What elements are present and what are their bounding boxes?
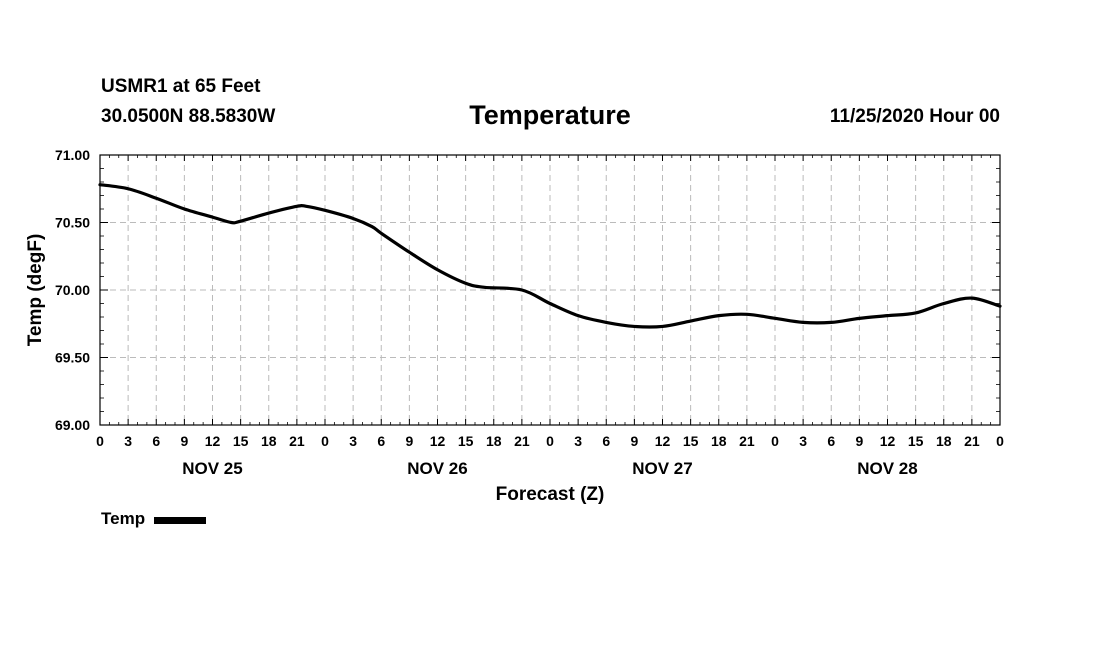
- x-tick-label: 6: [377, 433, 385, 449]
- x-tick-label: 21: [289, 433, 305, 449]
- x-tick-label: 9: [180, 433, 188, 449]
- x-tick-label: 18: [711, 433, 727, 449]
- x-tick-label: 0: [546, 433, 554, 449]
- x-tick-label: 15: [908, 433, 924, 449]
- x-tick-label: 9: [630, 433, 638, 449]
- x-axis-title: Forecast (Z): [496, 484, 605, 505]
- x-tick-label: 3: [799, 433, 807, 449]
- x-tick-label: 3: [349, 433, 357, 449]
- x-day-label: NOV 25: [182, 459, 242, 478]
- y-tick-label: 70.00: [55, 282, 90, 298]
- series-line-temp: [98, 183, 1002, 329]
- x-tick-label: 12: [655, 433, 671, 449]
- station-label: USMR1 at 65 Feet: [101, 76, 261, 97]
- y-axis-title: Temp (degF): [25, 234, 46, 347]
- grid-lines: [100, 155, 1000, 425]
- x-tick-label: 18: [261, 433, 277, 449]
- x-tick-label: 6: [827, 433, 835, 449]
- x-tick-label: 9: [405, 433, 413, 449]
- legend-label: Temp: [101, 509, 146, 528]
- x-tick-label: 12: [880, 433, 896, 449]
- x-tick-label: 0: [321, 433, 329, 449]
- x-tick-label: 15: [683, 433, 699, 449]
- axes: 0 3 6 9 12 15 18 21 0 3 6 9 12 15 18 21 0 3 6 9 12 15 18 21 0 3 6 9…: [55, 147, 1004, 478]
- x-day-label: NOV 26: [407, 459, 467, 478]
- x-tick-label: 21: [964, 433, 980, 449]
- y-tick-label: 71.00: [55, 147, 90, 163]
- x-tick-label: 12: [430, 433, 446, 449]
- y-tick-label: 69.00: [55, 417, 90, 433]
- x-tick-label: 21: [514, 433, 530, 449]
- x-tick-label: 6: [602, 433, 610, 449]
- x-tick-label: 18: [486, 433, 502, 449]
- x-tick-label: 12: [205, 433, 221, 449]
- station-coordinates: 30.0500N 88.5830W: [101, 106, 276, 127]
- x-tick-label: 6: [152, 433, 160, 449]
- chart-title: Temperature: [469, 100, 631, 130]
- x-tick-label: 0: [996, 433, 1004, 449]
- x-tick-label: 15: [458, 433, 474, 449]
- x-tick-label: 3: [574, 433, 582, 449]
- series-group: [98, 183, 1002, 329]
- x-day-label: NOV 27: [632, 459, 692, 478]
- y-tick-label: 70.50: [55, 215, 90, 231]
- x-tick-label: 3: [124, 433, 132, 449]
- forecast-issue-time: 11/25/2020 Hour 00: [829, 106, 1000, 127]
- legend-swatch: [154, 516, 207, 524]
- x-tick-label: 9: [855, 433, 863, 449]
- x-tick-label: 0: [96, 433, 104, 449]
- x-tick-label: 0: [771, 433, 779, 449]
- x-tick-label: 15: [233, 433, 249, 449]
- x-day-label: NOV 28: [857, 459, 917, 478]
- y-tick-label: 69.50: [55, 350, 90, 366]
- x-tick-label: 21: [739, 433, 755, 449]
- legend: Temp: [101, 509, 207, 529]
- x-tick-label: 18: [936, 433, 952, 449]
